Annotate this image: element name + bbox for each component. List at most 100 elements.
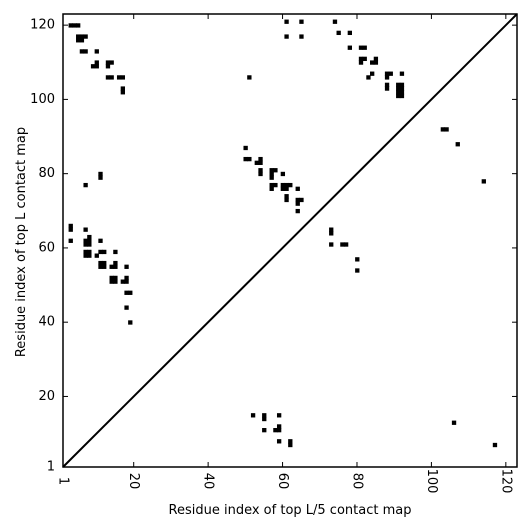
- contact-point: [440, 127, 446, 132]
- contact-point: [269, 182, 274, 188]
- contact-point: [87, 253, 92, 258]
- y-tick-label: 120: [30, 18, 55, 33]
- contact-point: [83, 34, 88, 39]
- y-tick-label: 80: [38, 166, 55, 181]
- contact-point: [98, 264, 103, 269]
- contact-point: [332, 19, 338, 24]
- contact-point: [243, 145, 248, 151]
- contact-point: [366, 75, 371, 80]
- contact-point: [124, 279, 129, 284]
- contact-point: [269, 168, 274, 173]
- contact-point: [276, 424, 282, 429]
- contact-point: [384, 82, 390, 87]
- contact-point: [83, 242, 88, 247]
- contact-point: [76, 23, 81, 28]
- contact-point: [455, 142, 460, 147]
- contact-point: [336, 30, 341, 36]
- contact-point: [492, 442, 498, 448]
- contact-point: [87, 249, 92, 255]
- contact-point: [280, 182, 286, 188]
- contact-point: [343, 242, 349, 247]
- contact-point: [399, 93, 405, 99]
- contact-point: [299, 19, 304, 24]
- contact-point: [299, 34, 304, 39]
- contact-point: [262, 416, 267, 422]
- contact-point: [288, 182, 293, 188]
- contact-point: [262, 413, 267, 418]
- y-axis-title: Residue index of top L contact map: [14, 127, 29, 357]
- contact-point: [120, 279, 125, 284]
- contact-point: [284, 34, 289, 39]
- contact-point: [102, 264, 107, 269]
- contact-point: [396, 90, 401, 95]
- contact-point: [124, 264, 129, 269]
- contact-point: [87, 234, 92, 240]
- contact-point: [94, 60, 99, 65]
- contact-point: [399, 82, 405, 87]
- contact-point: [370, 71, 375, 76]
- contact-point: [451, 420, 457, 425]
- contact-point: [384, 71, 390, 76]
- contact-point: [105, 60, 111, 65]
- contact-point: [288, 442, 293, 448]
- contact-point: [299, 197, 304, 203]
- contact-point: [79, 49, 85, 54]
- contact-point: [87, 238, 92, 243]
- contact-point: [399, 71, 405, 76]
- contact-point: [347, 30, 352, 36]
- contact-point: [94, 49, 99, 54]
- contact-point: [262, 428, 267, 433]
- diagonal-line: [62, 13, 518, 468]
- contact-point: [98, 238, 103, 243]
- contact-point: [83, 249, 88, 255]
- contact-point: [68, 23, 73, 28]
- contact-point: [273, 428, 278, 433]
- contact-point: [76, 38, 81, 43]
- x-axis-title: Residue index of top L/5 contact map: [169, 503, 412, 518]
- contact-point: [370, 60, 375, 65]
- contact-point: [128, 290, 133, 295]
- contact-point: [258, 160, 263, 165]
- contact-point: [120, 90, 125, 95]
- contact-point: [250, 413, 256, 418]
- contact-point: [98, 171, 103, 177]
- contact-point: [116, 75, 122, 80]
- contact-point: [109, 264, 114, 269]
- contact-point: [109, 60, 114, 65]
- contact-point: [288, 439, 293, 444]
- contact-point: [109, 275, 114, 281]
- contact-point: [243, 156, 248, 162]
- contact-point: [113, 275, 118, 281]
- contact-point: [355, 257, 360, 262]
- contact-point: [481, 179, 486, 184]
- contact-point: [284, 182, 289, 188]
- contact-point: [109, 279, 114, 284]
- contact-point: [247, 156, 252, 162]
- contact-point: [124, 290, 129, 295]
- contact-point: [329, 227, 334, 232]
- contact-point: [295, 201, 300, 206]
- contact-point: [269, 171, 274, 177]
- x-tick-label: 1: [56, 477, 71, 485]
- x-tick-label: 80: [349, 473, 364, 490]
- contact-point: [76, 34, 81, 39]
- contact-point: [355, 268, 360, 273]
- contact-point: [358, 60, 364, 65]
- contact-point: [105, 64, 111, 69]
- contact-point: [109, 75, 114, 80]
- contact-point: [269, 186, 274, 191]
- contact-point: [396, 93, 401, 99]
- contact-point: [258, 168, 263, 173]
- contact-point: [79, 34, 85, 39]
- contact-points: [68, 19, 498, 448]
- contact-point: [276, 428, 282, 433]
- contact-point: [79, 38, 85, 43]
- contact-point: [388, 71, 393, 76]
- contact-point: [329, 231, 334, 236]
- contact-point: [83, 238, 88, 243]
- contact-point: [254, 160, 259, 165]
- x-tick-label: 40: [201, 473, 216, 490]
- contact-point: [384, 75, 390, 80]
